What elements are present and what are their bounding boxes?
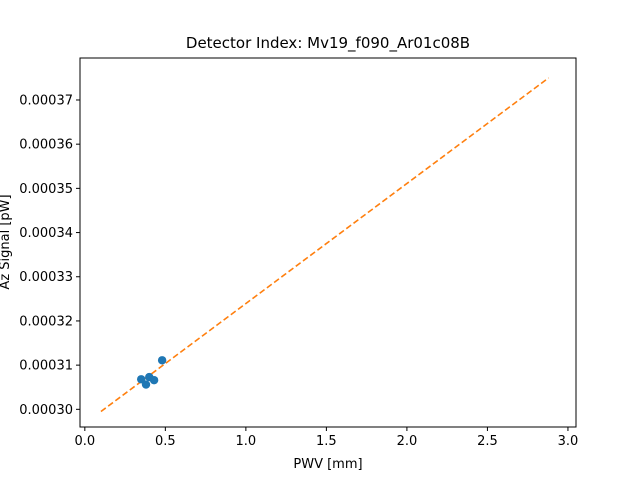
x-tick-label: 1.5	[316, 434, 337, 449]
x-tick-label: 0.5	[155, 434, 176, 449]
y-axis-label: Az Signal [pW]	[0, 194, 13, 289]
y-tick-label: 0.00035	[19, 182, 73, 197]
data-point	[141, 380, 151, 389]
data-point	[149, 375, 159, 385]
data-point	[136, 375, 146, 384]
y-tick-label: 0.00033	[19, 270, 73, 285]
chart-title: Detector Index: Mv19_f090_Ar01c08B	[186, 34, 470, 53]
x-tick-label: 2.0	[397, 434, 418, 449]
x-axis-label: PWV [mm]	[293, 457, 362, 472]
y-tick-label: 0.00031	[19, 359, 73, 374]
plot-area	[100, 77, 550, 413]
y-tick-label: 0.00032	[19, 314, 73, 329]
x-tick-label: 0.0	[74, 434, 95, 449]
x-tick-label: 1.0	[236, 434, 257, 449]
x-axis: 0.0 0.5 1.0 1.5 2.0 2.5 3.0	[74, 427, 578, 449]
y-axis: 0.00030 0.00031 0.00032 0.00033 0.00034 0.000…	[19, 93, 80, 418]
axes-frame	[79, 57, 577, 428]
data-point	[157, 356, 167, 365]
y-tick-label: 0.00034	[19, 226, 73, 241]
y-tick-label: 0.00037	[19, 93, 73, 108]
x-tick-label: 2.5	[477, 434, 498, 449]
y-tick-label: 0.00030	[19, 403, 73, 418]
x-tick-label: 3.0	[558, 434, 579, 449]
y-tick-label: 0.00036	[19, 138, 73, 153]
fit-line	[100, 77, 550, 413]
